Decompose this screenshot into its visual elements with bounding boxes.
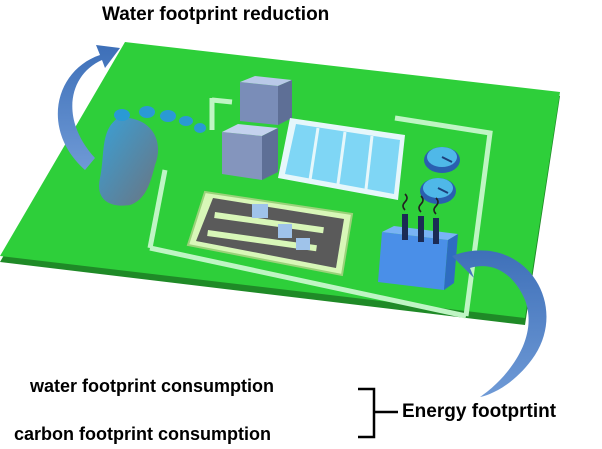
pool-icon	[278, 118, 405, 200]
footprint-icon	[99, 106, 206, 206]
water-consumption-label: water footprint consumption	[30, 376, 274, 396]
bracket-connector	[358, 387, 398, 439]
title-label: Water footprint reduction	[102, 4, 330, 25]
pipe-maze-icon	[186, 190, 354, 277]
carbon-consumption-label: carbon footprint consumption	[14, 424, 271, 444]
curved-arrow-icon	[452, 246, 547, 397]
chimney-block-icon	[378, 193, 458, 290]
energy-footprint-label: Energy footprtint	[402, 401, 557, 422]
clarifier-icon	[420, 147, 460, 204]
building-icon	[222, 76, 292, 180]
curved-arrow-icon	[57, 45, 120, 170]
